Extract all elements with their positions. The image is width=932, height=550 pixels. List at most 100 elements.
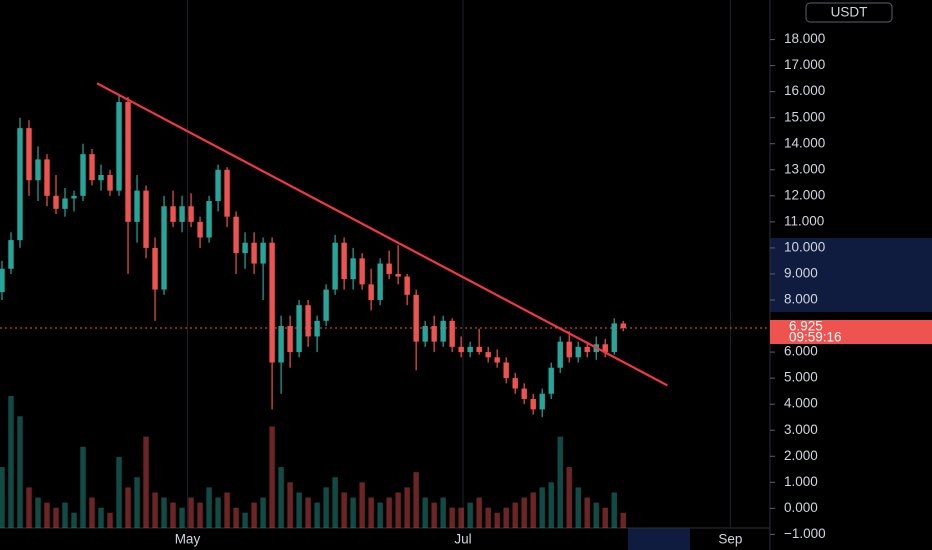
volume-bar xyxy=(503,507,509,528)
candle-body xyxy=(386,263,392,274)
candle-body xyxy=(278,326,284,363)
y-tick-label: 8.000 xyxy=(784,292,818,307)
currency-box[interactable] xyxy=(805,2,893,23)
volume-bar xyxy=(17,416,23,528)
candle-body xyxy=(512,378,518,389)
candle-body xyxy=(8,240,14,269)
candle-body xyxy=(287,326,293,353)
candle-body xyxy=(431,326,437,342)
candle-body xyxy=(332,242,338,290)
volume-bar xyxy=(485,507,491,528)
volume-bar xyxy=(575,487,581,528)
volume-bar xyxy=(188,497,194,528)
candle-body xyxy=(350,258,356,280)
volume-bar xyxy=(296,492,302,528)
y-tick-label: 4.000 xyxy=(784,396,818,411)
volume-bar xyxy=(152,492,158,528)
volume-bar xyxy=(89,497,95,528)
volume-bar xyxy=(116,456,122,528)
candle-body xyxy=(179,206,185,222)
volume-bar xyxy=(26,487,32,528)
volume-bar xyxy=(539,487,545,528)
candle-body xyxy=(143,190,149,248)
candle-body xyxy=(485,352,491,358)
y-tick-label: 2.000 xyxy=(784,448,818,463)
candle-body xyxy=(602,344,608,353)
candle-body xyxy=(188,206,194,222)
volume-bar xyxy=(53,507,59,528)
volume-bar xyxy=(206,487,212,528)
y-tick-label: −1.000 xyxy=(784,526,826,541)
volume-bar xyxy=(476,497,482,528)
candle-body xyxy=(251,242,257,264)
candle-body xyxy=(62,198,68,209)
candle-body xyxy=(566,341,572,358)
candle-body xyxy=(269,242,275,363)
candle-body xyxy=(53,195,59,209)
candle-body xyxy=(503,362,509,379)
volume-bar xyxy=(242,512,248,528)
y-tick-label: 11.000 xyxy=(784,213,824,228)
candle-body xyxy=(44,159,50,196)
candle-body xyxy=(575,346,581,358)
y-tick-label: 6.000 xyxy=(784,344,818,359)
candle-body xyxy=(548,367,554,394)
volume-bar xyxy=(584,497,590,528)
candle-body xyxy=(98,175,104,181)
volume-bar xyxy=(530,492,536,528)
y-tick-label: 0.000 xyxy=(784,500,818,515)
volume-bar xyxy=(269,426,275,528)
y-tick-label: 14.000 xyxy=(784,135,825,150)
y-tick-label: 13.000 xyxy=(784,161,825,176)
candle-body xyxy=(161,206,167,290)
volume-bar xyxy=(611,492,617,528)
candle-body xyxy=(539,393,545,410)
candle-body xyxy=(35,159,41,181)
x-tick-label: May xyxy=(175,532,201,547)
trendline xyxy=(96,82,668,387)
y-tick-label: 9.000 xyxy=(784,266,818,281)
candle-body xyxy=(224,169,230,217)
volume-bar xyxy=(350,497,356,528)
candle-body xyxy=(26,128,32,181)
volume-bar xyxy=(125,487,131,528)
volume-bar xyxy=(44,502,50,528)
y-tick-label: 3.000 xyxy=(784,422,818,437)
candle-body xyxy=(611,323,617,353)
candle-body xyxy=(314,320,320,337)
candle-body xyxy=(170,206,176,222)
volume-bar xyxy=(620,512,626,528)
volume-bar xyxy=(422,497,428,528)
candle-body xyxy=(458,346,464,353)
volume-bar xyxy=(161,497,167,528)
volume-bar xyxy=(143,436,149,528)
y-tick-label: 16.000 xyxy=(784,83,825,98)
volume-bar xyxy=(305,497,311,528)
candle-body xyxy=(584,346,590,353)
volume-bar xyxy=(224,492,230,528)
currency-label[interactable]: USDT xyxy=(831,5,868,20)
volume-bar xyxy=(386,497,392,528)
candle-body xyxy=(377,263,383,300)
y-tick-label: 5.000 xyxy=(784,370,818,385)
volume-bar xyxy=(395,492,401,528)
volume-bar xyxy=(8,396,14,528)
candle-body xyxy=(152,247,158,290)
volume-bar xyxy=(278,467,284,528)
volume-bar xyxy=(251,502,257,528)
candle-body xyxy=(422,326,428,342)
y-tick-label: 10.000 xyxy=(784,239,825,254)
candle-body xyxy=(494,357,500,363)
y-tick-label: 15.000 xyxy=(784,109,825,124)
candle-body xyxy=(467,346,473,353)
time-highlight xyxy=(628,528,690,550)
volume-bar xyxy=(287,482,293,528)
candle-body xyxy=(206,201,212,238)
volume-bar xyxy=(0,467,5,528)
candle-body xyxy=(80,154,86,196)
candle-body xyxy=(107,175,113,191)
volume-bar xyxy=(440,497,446,528)
volume-bar xyxy=(431,502,437,528)
volume-bar xyxy=(170,502,176,528)
volume-bar xyxy=(467,502,473,528)
